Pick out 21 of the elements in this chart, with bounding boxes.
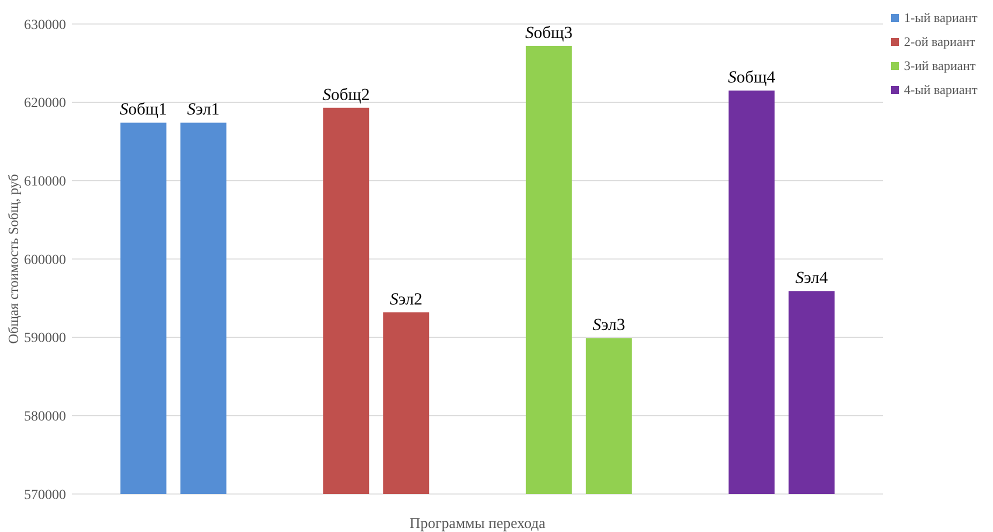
legend-label: 3-ий вариант (904, 58, 976, 73)
data-label: Sобщ1 (120, 100, 167, 119)
legend-label: 4-ый вариант (904, 82, 978, 97)
y-tick-label: 570000 (24, 488, 66, 503)
y-tick-label: 610000 (24, 174, 66, 190)
y-tick-label: 580000 (24, 410, 66, 425)
data-label: Sэл4 (795, 268, 828, 288)
x-axis-title: Программы перехода (410, 516, 546, 532)
data-label: Sэл2 (390, 289, 422, 308)
data-label: Sобщ4 (728, 68, 776, 87)
y-axis-title: Общая стоимость Sобщ, руб (7, 174, 22, 344)
data-label: Sэл1 (187, 100, 220, 119)
legend-label: 2-ой вариант (904, 34, 976, 49)
y-tick-label: 630000 (24, 18, 66, 33)
y-tick-label: 620000 (24, 96, 66, 112)
y-tick-label: 600000 (24, 252, 66, 268)
data-label: Sобщ3 (525, 22, 572, 42)
data-label: Sобщ2 (322, 84, 370, 104)
y-tick-label: 590000 (24, 331, 66, 346)
legend-label: 1-ый вариант (904, 10, 978, 25)
data-label: Sэл3 (592, 315, 626, 334)
